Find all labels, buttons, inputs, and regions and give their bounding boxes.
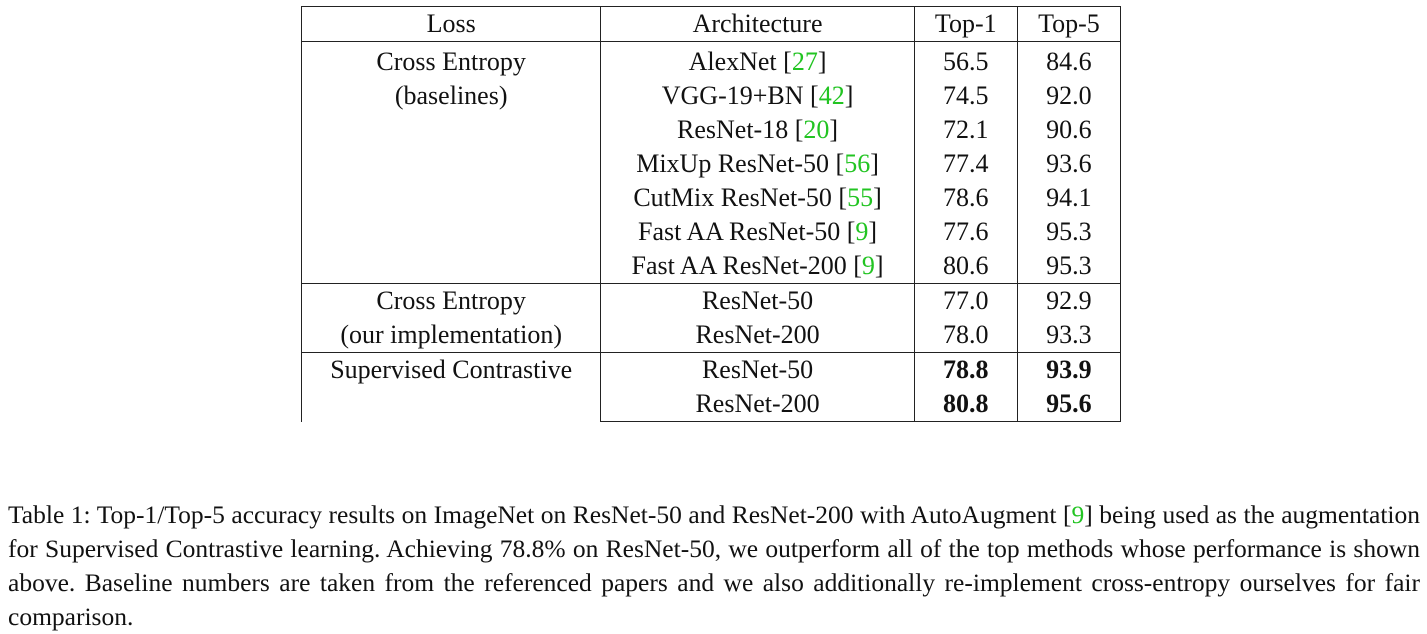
top5-value: 95.3 — [1016, 215, 1122, 249]
architecture-cell: Fast AA ResNet-200 [9] — [600, 249, 915, 284]
top1-value: 78.6 — [913, 181, 1018, 215]
caption-text-part1: Table 1: Top-1/Top-5 accuracy results on… — [8, 499, 1072, 529]
architecture-cell: VGG-19+BN [42] — [600, 79, 915, 113]
header-loss: Loss — [300, 6, 602, 42]
header-top1: Top-1 — [913, 6, 1018, 42]
citation-link[interactable]: 27 — [791, 47, 818, 76]
architecture-name: MixUp ResNet-50 — [636, 149, 830, 178]
table-caption: Table 1: Top-1/Top-5 accuracy results on… — [8, 498, 1420, 634]
citation-link[interactable]: 42 — [818, 81, 845, 110]
top1-value: 77.4 — [913, 147, 1018, 181]
top1-value: 78.0 — [913, 318, 1018, 353]
loss-label-line: Cross Entropy — [376, 286, 526, 315]
table-row: CutMix ResNet-50 [55] 78.6 94.1 — [302, 181, 1122, 215]
architecture-cell: Fast AA ResNet-50 [9] — [600, 215, 915, 249]
architecture-name: ResNet-50 — [701, 355, 814, 384]
table-row: Cross Entropy (our implementation) ResNet-… — [300, 283, 1122, 353]
top1-value: 77.6 — [913, 215, 1018, 249]
separator-cell — [1016, 41, 1122, 45]
loss-cell: Supervised Contrastive — [300, 352, 602, 422]
header-separator — [300, 41, 1122, 45]
top1-value: 74.5 — [913, 79, 1018, 113]
top5-value: 93.9 — [1016, 352, 1122, 387]
architecture-cell: AlexNet [27] — [600, 45, 915, 79]
architecture-name: CutMix ResNet-50 — [633, 183, 832, 212]
results-table: Loss Architecture Top-1 Top-5 Cross Entr… — [300, 6, 1122, 422]
top5-value: 93.3 — [1016, 318, 1122, 353]
results-table-container: Loss Architecture Top-1 Top-5 Cross Entr… — [300, 6, 1122, 422]
architecture-cell: ResNet-200 — [600, 318, 915, 353]
citation-link[interactable]: 9 — [855, 217, 869, 246]
top5-value: 90.6 — [1016, 113, 1122, 147]
loss-label-line: (baselines) — [394, 81, 508, 110]
loss-cell: Cross Entropy (our implementation) — [300, 283, 602, 353]
citation-link[interactable]: 9 — [861, 251, 875, 280]
top1-value: 80.8 — [913, 387, 1018, 422]
table-row: Fast AA ResNet-200 [9] 80.6 95.3 — [302, 249, 1122, 284]
separator-cell — [300, 41, 602, 45]
architecture-name: Fast AA ResNet-50 — [638, 217, 841, 246]
table-row: Cross Entropy (baselines) AlexNet [27] 56.5… — [300, 45, 1122, 284]
architecture-name: ResNet-50 — [701, 286, 814, 315]
table-row: ResNet-200 78.0 93.3 — [302, 318, 1122, 353]
caption-citation[interactable]: 9 — [1071, 499, 1085, 529]
architecture-cell: ResNet-18 [20] — [600, 113, 915, 147]
citation-link[interactable]: 55 — [847, 183, 874, 212]
citation-link[interactable]: 56 — [844, 149, 871, 178]
top1-value: 78.8 — [913, 352, 1018, 387]
table-header-row: Loss Architecture Top-1 Top-5 — [300, 6, 1122, 42]
table-row: MixUp ResNet-50 [56] 77.4 93.6 — [302, 147, 1122, 181]
header-architecture: Architecture — [600, 6, 915, 42]
top5-value: 94.1 — [1016, 181, 1122, 215]
architecture-cell: ResNet-50 — [600, 352, 915, 387]
architecture-name: ResNet-200 — [695, 320, 820, 349]
header-top5: Top-5 — [1016, 6, 1122, 42]
architecture-cell: ResNet-200 — [600, 387, 915, 422]
architecture-name: ResNet-18 — [677, 115, 789, 144]
top1-value: 80.6 — [913, 249, 1018, 284]
table-row: Supervised Contrastive ResNet-50 78.8 93.9 — [300, 352, 1122, 422]
citation-link[interactable]: 20 — [803, 115, 830, 144]
top5-value: 95.3 — [1016, 249, 1122, 284]
architecture-cell: ResNet-50 — [600, 283, 915, 318]
top5-value: 84.6 — [1016, 45, 1122, 79]
architecture-name: ResNet-200 — [695, 389, 820, 418]
loss-label-line: Supervised Contrastive — [330, 355, 573, 384]
architecture-cell: MixUp ResNet-50 [56] — [600, 147, 915, 181]
architecture-name: AlexNet — [688, 47, 777, 76]
table-row: Fast AA ResNet-50 [9] 77.6 95.3 — [302, 215, 1122, 249]
architecture-name: VGG-19+BN — [661, 81, 804, 110]
architecture-name: Fast AA ResNet-200 — [631, 251, 847, 280]
architecture-cell: CutMix ResNet-50 [55] — [600, 181, 915, 215]
top5-value: 93.6 — [1016, 147, 1122, 181]
table-body: Cross Entropy (baselines) AlexNet [27] 56.5… — [300, 41, 1122, 422]
table-row: ResNet-18 [20] 72.1 90.6 — [302, 113, 1122, 147]
top5-value: 92.0 — [1016, 79, 1122, 113]
table-row: ResNet-200 80.8 95.6 — [302, 387, 1122, 422]
loss-label-line: Cross Entropy — [376, 47, 526, 76]
top5-value: 92.9 — [1016, 283, 1122, 318]
top1-value: 56.5 — [913, 45, 1018, 79]
loss-cell: Cross Entropy (baselines) — [300, 45, 602, 284]
top1-value: 77.0 — [913, 283, 1018, 318]
loss-label-line: (our implementation) — [340, 320, 563, 349]
top1-value: 72.1 — [913, 113, 1018, 147]
top5-value: 95.6 — [1016, 387, 1122, 422]
table-row: VGG-19+BN [42] 74.5 92.0 — [302, 79, 1122, 113]
